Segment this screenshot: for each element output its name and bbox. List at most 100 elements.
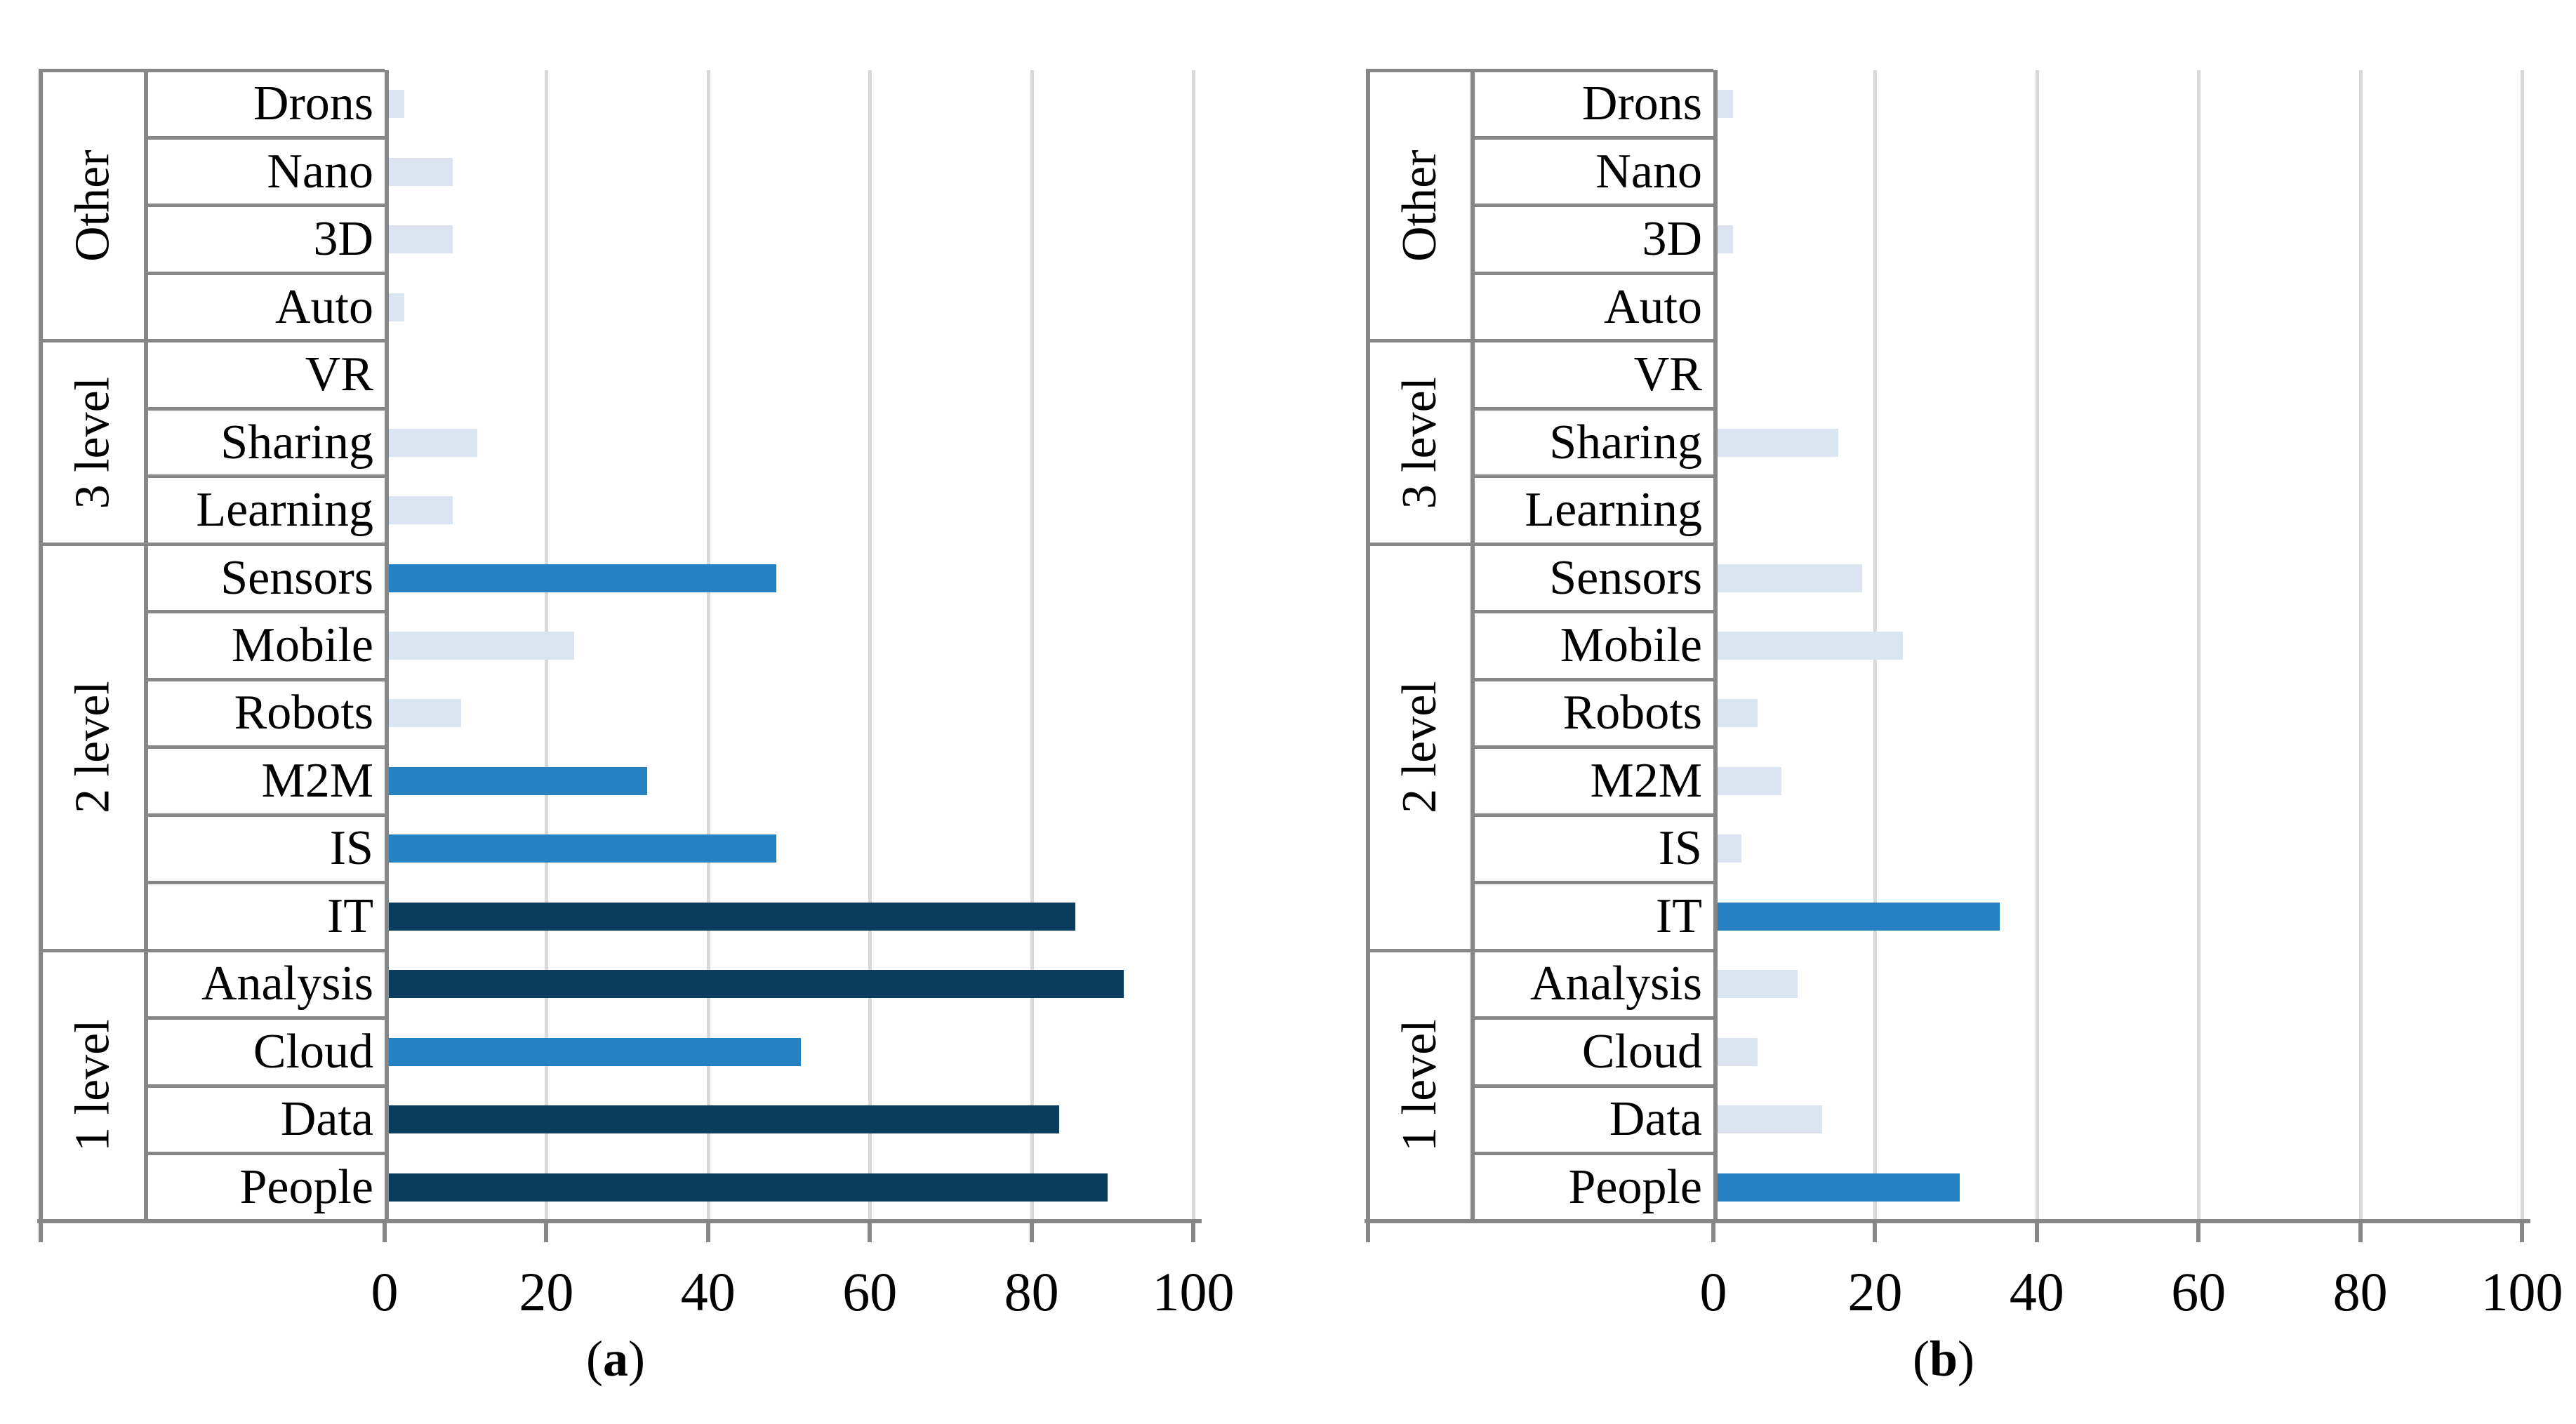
category-label-people: People	[1474, 1153, 1713, 1221]
item-separator	[147, 813, 385, 817]
bar-robots	[388, 699, 461, 728]
x-tick-label-20: 20	[519, 1261, 574, 1322]
gridline-40	[706, 70, 710, 1221]
group-label-other: Other	[39, 70, 147, 341]
bar-data	[388, 1105, 1059, 1134]
bar-is	[1717, 834, 1741, 863]
x-tick-label-0: 0	[1699, 1261, 1727, 1322]
bar-mobile	[388, 632, 574, 660]
group-separator	[39, 948, 385, 952]
x-tick-label-20: 20	[1847, 1261, 1903, 1322]
caption-paren-open: (	[1912, 1331, 1930, 1387]
category-label-people: People	[147, 1153, 385, 1221]
x-tick-label-80: 80	[2332, 1261, 2388, 1322]
bar-robots	[1717, 699, 1758, 728]
item-separator	[147, 1084, 385, 1088]
axis-tick-left-edge	[39, 1221, 43, 1242]
group-separator	[1366, 339, 1713, 343]
category-label-m2m: M2M	[147, 747, 385, 816]
bar-people	[388, 1173, 1108, 1202]
bar-analysis	[388, 970, 1124, 999]
item-separator	[147, 135, 385, 140]
bar-cloud	[1717, 1037, 1758, 1066]
group-separator	[39, 542, 385, 546]
bar-sharing	[1717, 428, 1838, 457]
category-label-sensors: Sensors	[147, 544, 385, 612]
caption-paren-close: )	[1958, 1331, 1974, 1387]
category-label-robots: Robots	[1474, 679, 1713, 747]
bar-it	[1717, 902, 2000, 931]
category-label-data: Data	[147, 1086, 385, 1154]
label-column-separator	[144, 70, 148, 1221]
category-label-cloud: Cloud	[1474, 1018, 1713, 1086]
item-separator	[1474, 135, 1713, 140]
x-tick-label-80: 80	[1004, 1261, 1059, 1322]
axis-tick-40	[2034, 1221, 2039, 1242]
category-label-is: IS	[1474, 815, 1713, 883]
category-label-it: IT	[147, 882, 385, 951]
category-label-sharing: Sharing	[147, 408, 385, 477]
x-tick-label-60: 60	[842, 1261, 898, 1322]
value-axis-zero-line	[1713, 70, 1718, 1221]
gridline-80	[2358, 70, 2363, 1221]
category-label-nano: Nano	[147, 138, 385, 206]
item-separator	[147, 677, 385, 681]
item-separator	[147, 1016, 385, 1020]
axis-tick-20	[1873, 1221, 1878, 1242]
category-label-drons: Drons	[1474, 70, 1713, 138]
x-axis-line	[1365, 1219, 2530, 1223]
gridline-100	[2521, 70, 2524, 1221]
group-separator	[1366, 542, 1713, 546]
bar-cloud	[388, 1037, 801, 1066]
category-label-mobile: Mobile	[1474, 611, 1713, 680]
bar-m2m	[1717, 766, 1781, 795]
bar-learning	[388, 496, 453, 525]
bar-drons	[388, 90, 404, 119]
item-separator	[1474, 813, 1713, 817]
item-separator	[147, 881, 385, 885]
bar-3d	[388, 225, 453, 254]
group-label-1-level: 1 level	[39, 950, 147, 1221]
gridline-40	[2035, 70, 2039, 1221]
caption-paren-close: )	[628, 1331, 645, 1387]
group-label-other: Other	[1366, 70, 1474, 341]
x-tick-label-60: 60	[2171, 1261, 2226, 1322]
item-separator	[147, 271, 385, 275]
item-separator	[1474, 271, 1713, 275]
category-label-cloud: Cloud	[147, 1018, 385, 1086]
bar-m2m	[388, 766, 647, 795]
category-label-robots: Robots	[147, 679, 385, 747]
category-label-m2m: M2M	[1474, 747, 1713, 816]
item-separator	[147, 745, 385, 750]
item-separator	[1474, 745, 1713, 750]
item-separator	[1474, 881, 1713, 885]
group-label-3-level: 3 level	[1366, 340, 1474, 545]
category-label-nano: Nano	[1474, 138, 1713, 206]
gridline-100	[1192, 70, 1195, 1221]
item-separator	[1474, 610, 1713, 614]
axis-tick-60	[868, 1221, 872, 1242]
category-label-sharing: Sharing	[1474, 408, 1713, 477]
bar-auto	[388, 293, 404, 321]
category-label-vr: VR	[147, 340, 385, 409]
category-label-auto: Auto	[1474, 273, 1713, 341]
group-separator	[39, 68, 385, 72]
category-label-drons: Drons	[147, 70, 385, 138]
item-separator	[147, 1152, 385, 1156]
item-separator	[1474, 406, 1713, 411]
bar-mobile	[1717, 632, 1903, 660]
item-separator	[147, 406, 385, 411]
x-tick-label-40: 40	[2009, 1261, 2064, 1322]
category-label-auto: Auto	[147, 273, 385, 341]
category-label-it: IT	[1474, 882, 1713, 951]
gridline-60	[868, 70, 872, 1221]
bar-drons	[1717, 90, 1733, 119]
bar-data	[1717, 1105, 1822, 1134]
axis-tick-100	[2520, 1221, 2524, 1242]
bar-it	[388, 902, 1075, 931]
item-separator	[1474, 204, 1713, 208]
x-tick-label-100: 100	[1152, 1261, 1235, 1322]
x-tick-label-100: 100	[2481, 1261, 2563, 1322]
category-label-is: IS	[147, 815, 385, 883]
